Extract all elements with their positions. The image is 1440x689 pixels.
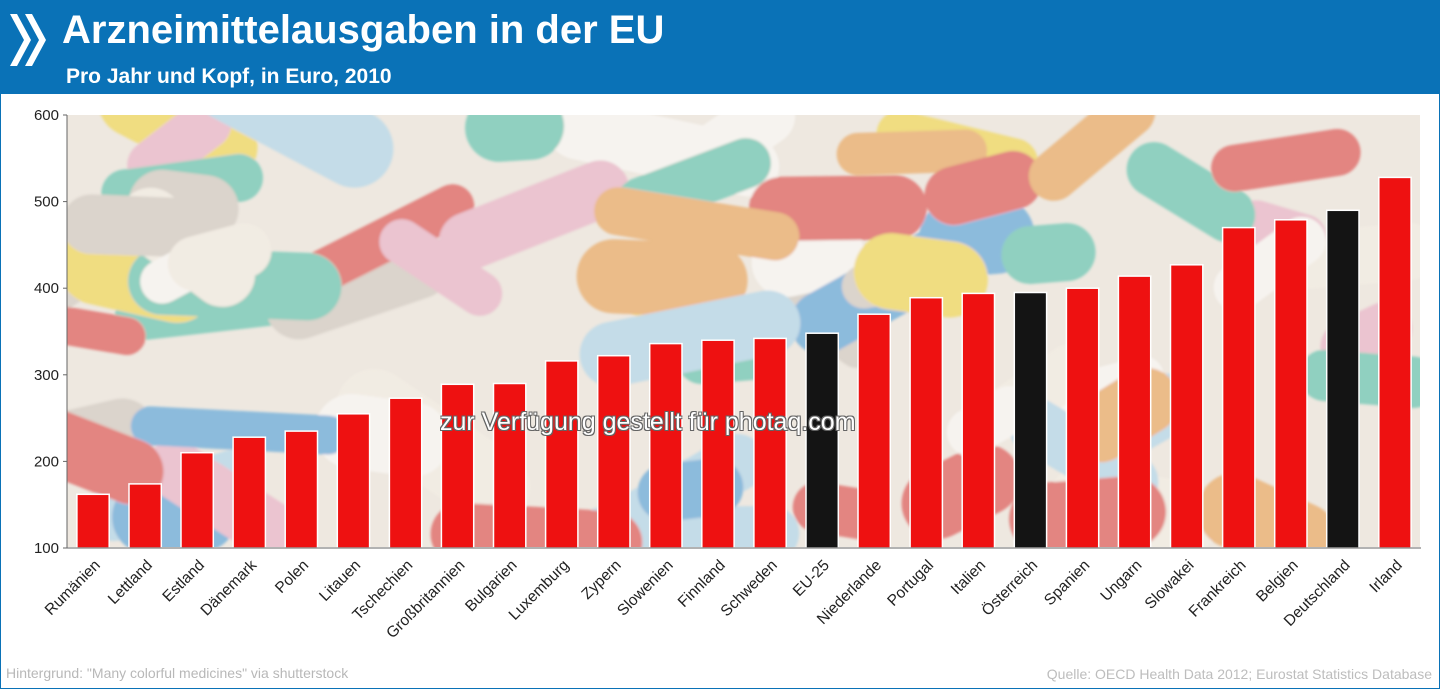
bar-italien [961,292,996,549]
bar-estland [180,451,215,549]
x-tick-label: Schweden [718,557,781,620]
bar-frankreich [1221,226,1256,549]
bar-dänemark [232,436,267,549]
background-pill [379,219,503,316]
x-tick-label: Lettland [105,557,156,608]
bar-eu-25 [805,332,840,549]
x-tick-label: Frankreich [1186,557,1250,621]
background-pill [836,129,988,176]
chart-title: Arzneimittelausgaben in der EU [62,8,665,52]
bars-group [76,176,1412,549]
x-tick-label: Belgien [1253,557,1302,606]
y-tick-label: 100 [34,540,59,557]
bar-slowakei [1169,264,1204,549]
bar-polen [284,430,319,549]
bar-chart: 100 200 300 400 500 600 Rumänien Lettland Estla… [34,107,1421,642]
chart-header: Arzneimittelausgaben in der EU Pro Jahr … [0,0,1440,94]
bar-spanien [1065,287,1100,549]
y-tick-label: 500 [34,194,59,211]
x-tick-label: Dänemark [198,557,261,620]
background-pill [465,115,565,162]
background-pill [67,406,164,505]
oecd-chevrons-icon [10,14,46,66]
background-pill [924,150,1043,226]
x-tick-label: Irland [1366,557,1405,596]
background-pill [593,186,800,261]
bar-großbritannien [440,383,475,549]
bar-zypern [596,354,631,549]
bar-österreich [1013,291,1048,549]
bar-finnland [701,339,735,549]
background-pill [167,223,272,291]
background-pill [439,160,630,271]
source-note: Quelle: OECD Health Data 2012; Eurostat … [1046,666,1432,682]
bar-belgien [1273,219,1308,549]
bar-rumänien [76,493,110,549]
background-pill [853,233,988,318]
x-tick-label: Rumänien [42,557,104,619]
y-tick-label: 200 [34,453,59,470]
chart-subtitle: Pro Jahr und Kopf, in Euro, 2010 [66,65,392,88]
x-tick-label: Ungarn [1097,557,1145,605]
x-tick-label: EU-25 [790,557,833,600]
x-tick-label: Slowenien [614,557,677,620]
bar-litauen [336,413,371,549]
background-pill [1029,115,1156,201]
background-pill [1211,128,1361,192]
background-pill [1126,142,1256,243]
bar-lettland [128,483,163,549]
y-axis-ticks: 100 200 300 400 500 600 [34,107,67,557]
bar-ungarn [1117,275,1152,549]
bar-tschechien [388,397,423,549]
bar-slowenien [648,342,683,549]
x-tick-label: Polen [272,557,312,597]
x-tick-label: Finnland [675,557,729,611]
background-pill [193,115,394,188]
background-pill [430,502,643,547]
x-tick-label: Italien [948,557,989,598]
bar-portugal [909,296,944,549]
background-pill [579,290,801,387]
x-tick-label: Estland [159,557,208,606]
background-pill [576,239,748,318]
bar-schweden [753,337,787,549]
bar-niederlande [857,313,892,549]
x-tick-label: Litauen [316,557,364,605]
background-pill [1001,223,1096,284]
background-credit: Hintergrund: "Many colorful medicines" v… [6,665,349,681]
watermark-text: zur Verfügung gestellt für photaq.com [440,408,856,436]
x-tick-label: Österreich [978,556,1041,619]
x-tick-label: Spanien [1041,557,1093,609]
bar-irland [1378,176,1412,549]
x-tick-label: Zypern [578,557,624,603]
y-tick-label: 400 [34,280,59,297]
bar-deutschland [1325,209,1360,549]
y-tick-label: 600 [34,107,59,124]
bar-luxemburg [544,360,579,549]
y-tick-label: 300 [34,367,59,384]
x-tick-label: Portugal [884,557,937,610]
